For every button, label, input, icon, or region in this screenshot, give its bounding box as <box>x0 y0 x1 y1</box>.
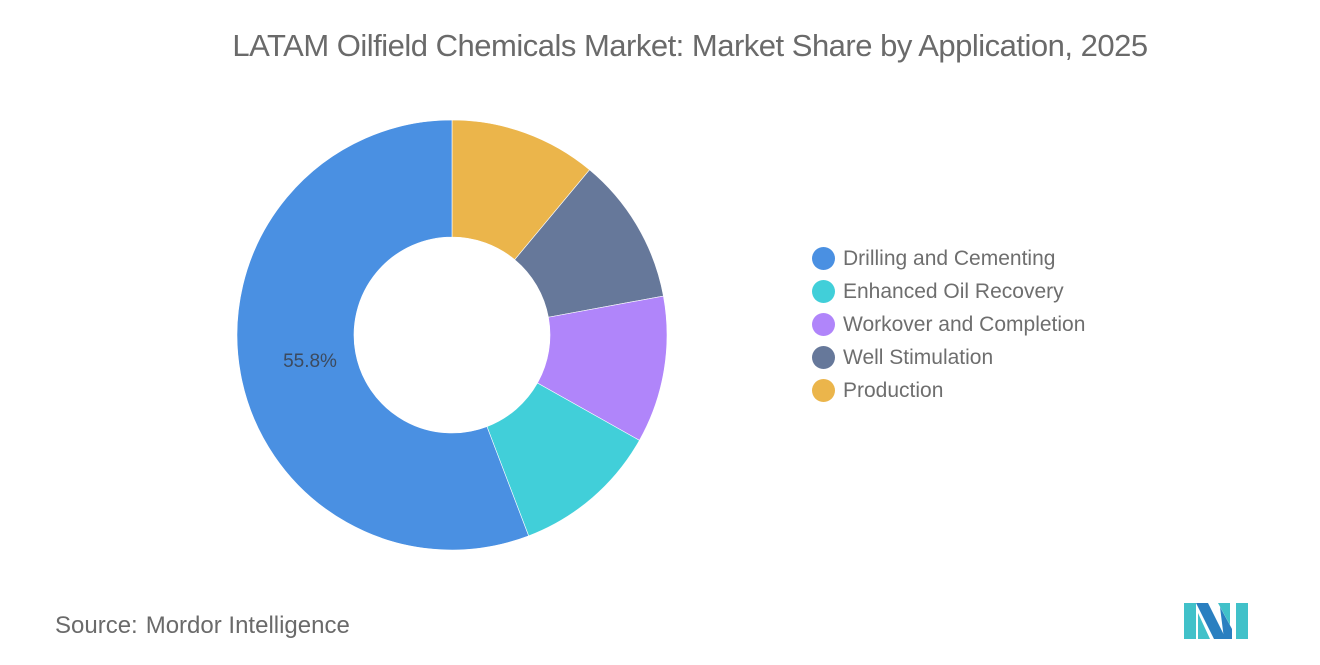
legend-item-workover[interactable]: Workover and Completion <box>812 308 1085 341</box>
slice-drilling-cementing[interactable] <box>236 119 530 551</box>
source-key: Source: <box>55 612 138 639</box>
legend-item-well-stimulation[interactable]: Well Stimulation <box>812 341 1085 374</box>
slice-label-drilling: 55.8% <box>283 351 337 372</box>
legend-label: Production <box>843 378 944 402</box>
legend-swatch-icon <box>812 280 835 303</box>
source-value: Mordor Intelligence <box>145 612 350 639</box>
legend-swatch-icon <box>812 346 835 369</box>
legend-swatch-icon <box>812 379 835 402</box>
donut-slices <box>236 119 668 551</box>
legend-label: Workover and Completion <box>843 312 1086 336</box>
source-note: Source: Mordor Intelligence <box>55 612 350 640</box>
legend-item-production[interactable]: Production <box>812 374 1085 407</box>
legend-item-drilling[interactable]: Drilling and Cementing <box>812 242 1085 275</box>
chart-title: LATAM Oilfield Chemicals Market: Market … <box>232 28 1148 63</box>
legend-swatch-icon <box>812 313 835 336</box>
legend-label: Well Stimulation <box>843 345 994 369</box>
mordor-logo-icon <box>1184 603 1248 639</box>
legend-item-eor[interactable]: Enhanced Oil Recovery <box>812 275 1085 308</box>
legend: Drilling and Cementing Enhanced Oil Reco… <box>812 242 1085 407</box>
legend-label: Drilling and Cementing <box>843 246 1056 270</box>
legend-swatch-icon <box>812 247 835 270</box>
legend-label: Enhanced Oil Recovery <box>843 279 1064 303</box>
